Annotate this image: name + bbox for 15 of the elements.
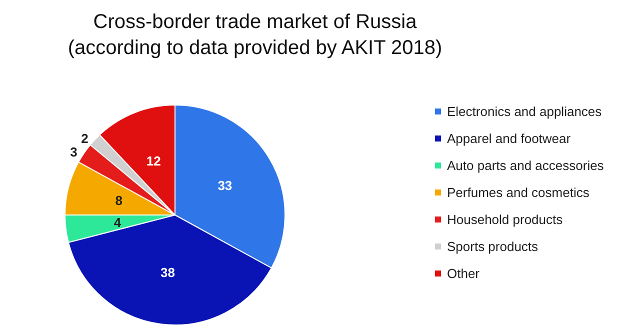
legend-label: Perfumes and cosmetics — [447, 185, 590, 200]
legend-label: Apparel and footwear — [447, 131, 572, 146]
legend-label: Household products — [447, 212, 564, 227]
data-label: 33 — [218, 178, 232, 193]
chart-title: Cross-border trade market of Russia (according to data provided by AKIT 2018) — [68, 11, 442, 59]
data-label: 8 — [115, 193, 122, 208]
data-label: 2 — [81, 130, 88, 146]
data-label: 3 — [70, 144, 78, 160]
legend-label: Auto parts and accessories — [447, 158, 604, 173]
legend-label: Other — [447, 266, 480, 281]
data-label: 38 — [160, 265, 175, 280]
data-label: 12 — [146, 154, 161, 169]
legend-label: Electronics and appliances — [447, 104, 602, 119]
legend-label: Sports products — [447, 239, 539, 254]
data-label: 4 — [114, 214, 122, 230]
